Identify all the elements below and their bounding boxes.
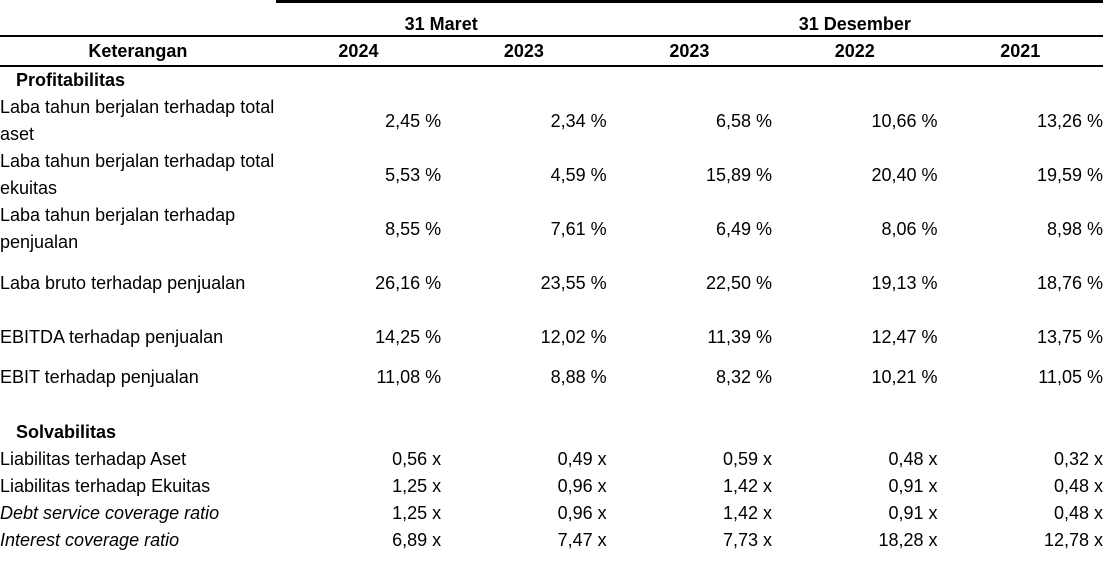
header-year-row: Keterangan 2024 2023 2023 2022 2021 bbox=[0, 35, 1103, 67]
table-row: EBITDA terhadap penjualan 14,25 % 12,02 … bbox=[0, 310, 1103, 364]
header-group-maret: 31 Maret bbox=[275, 0, 607, 36]
row-label: Laba tahun berjalan terhadap total aset bbox=[0, 97, 275, 144]
row-value: 11,08 % bbox=[376, 367, 442, 387]
row-value: 20,40 % bbox=[871, 164, 938, 185]
header-group-row: 31 Maret 31 Desember bbox=[0, 0, 1103, 36]
header-year: 2023 bbox=[606, 35, 773, 67]
header-year: 2024 bbox=[275, 35, 442, 67]
row-label: EBITDA terhadap penjualan bbox=[0, 326, 224, 347]
row-value: 0,91 x bbox=[888, 503, 938, 523]
row-value: 13,26 % bbox=[1036, 110, 1103, 131]
row-value: 0,59 x bbox=[723, 449, 773, 469]
table-row: Laba bruto terhadap penjualan 26,16 % 23… bbox=[0, 256, 1103, 310]
table-row: Liabilitas terhadap Aset 0,56 x 0,49 x 0… bbox=[0, 446, 1103, 473]
row-value: 0,48 x bbox=[888, 449, 938, 469]
row-value: 23,55 % bbox=[540, 272, 607, 293]
header-year: 2021 bbox=[937, 35, 1103, 67]
row-value: 12,78 x bbox=[1043, 530, 1103, 550]
row-label: Liabilitas terhadap Ekuitas bbox=[0, 476, 211, 496]
row-value: 8,06 % bbox=[881, 218, 938, 239]
row-value: 18,28 x bbox=[878, 530, 938, 550]
row-value: 0,96 x bbox=[557, 476, 607, 496]
row-value: 22,50 % bbox=[706, 272, 773, 293]
row-value: 19,13 % bbox=[871, 272, 938, 293]
header-year: 2022 bbox=[772, 35, 938, 67]
row-value: 0,56 x bbox=[392, 449, 442, 469]
row-value: 2,34 % bbox=[550, 110, 607, 131]
table-row: Liabilitas terhadap Ekuitas 1,25 x 0,96 … bbox=[0, 473, 1103, 500]
table-row: Laba tahun berjalan terhadap penjualan 8… bbox=[0, 202, 1103, 256]
row-value: 11,39 % bbox=[707, 326, 773, 347]
row-value: 7,73 x bbox=[723, 530, 773, 550]
row-value: 12,47 % bbox=[871, 326, 938, 347]
table-row: Laba tahun berjalan terhadap total aset … bbox=[0, 94, 1103, 148]
section-title: Solvabilitas bbox=[16, 422, 117, 442]
row-value: 1,42 x bbox=[723, 503, 773, 523]
row-value: 7,61 % bbox=[550, 218, 607, 239]
spacer-row bbox=[0, 391, 1103, 419]
row-value: 11,05 % bbox=[1038, 367, 1103, 387]
row-value: 0,49 x bbox=[557, 449, 607, 469]
row-value: 8,98 % bbox=[1046, 218, 1103, 239]
row-label: EBIT terhadap penjualan bbox=[0, 367, 199, 387]
row-value: 8,88 % bbox=[550, 367, 607, 387]
header-year: 2023 bbox=[441, 35, 607, 67]
row-value: 1,42 x bbox=[723, 476, 773, 496]
row-value: 1,25 x bbox=[392, 476, 442, 496]
row-value: 8,55 % bbox=[385, 218, 442, 239]
row-value: 14,25 % bbox=[375, 326, 442, 347]
section-heading-solvabilitas: Solvabilitas bbox=[0, 419, 1103, 446]
row-value: 1,25 x bbox=[392, 503, 442, 523]
header-keterangan: Keterangan bbox=[0, 35, 276, 67]
row-value: 6,49 % bbox=[716, 218, 773, 239]
row-value: 4,59 % bbox=[550, 164, 607, 185]
row-label: Laba tahun berjalan terhadap penjualan bbox=[0, 205, 236, 252]
table-row: Debt service coverage ratio 1,25 x 0,96 … bbox=[0, 500, 1103, 527]
row-value: 6,58 % bbox=[716, 110, 773, 131]
header-group-desember: 31 Desember bbox=[606, 0, 1103, 36]
row-label: Liabilitas terhadap Aset bbox=[0, 449, 187, 469]
row-label: Debt service coverage ratio bbox=[0, 503, 220, 523]
section-heading-profitabilitas: Profitabilitas bbox=[0, 66, 1103, 94]
row-value: 15,89 % bbox=[706, 164, 773, 185]
row-value: 26,16 % bbox=[375, 272, 442, 293]
row-value: 13,75 % bbox=[1036, 326, 1103, 347]
row-value: 8,32 % bbox=[716, 367, 773, 387]
row-value: 7,47 x bbox=[557, 530, 607, 550]
row-value: 19,59 % bbox=[1036, 164, 1103, 185]
row-value: 0,96 x bbox=[557, 503, 607, 523]
table-row: Interest coverage ratio 6,89 x 7,47 x 7,… bbox=[0, 527, 1103, 554]
table-row: EBIT terhadap penjualan 11,08 % 8,88 % 8… bbox=[0, 364, 1103, 391]
row-value: 5,53 % bbox=[385, 164, 442, 185]
row-value: 2,45 % bbox=[385, 110, 442, 131]
row-label: Interest coverage ratio bbox=[0, 530, 180, 550]
section-title: Profitabilitas bbox=[16, 70, 126, 90]
row-value: 0,48 x bbox=[1053, 503, 1103, 523]
row-label: Laba tahun berjalan terhadap total ekuit… bbox=[0, 151, 275, 198]
row-value: 18,76 % bbox=[1036, 272, 1103, 293]
row-value: 10,66 % bbox=[871, 110, 938, 131]
row-value: 0,32 x bbox=[1053, 449, 1103, 469]
row-value: 10,21 % bbox=[871, 367, 938, 387]
row-value: 6,89 x bbox=[392, 530, 442, 550]
row-value: 0,91 x bbox=[888, 476, 938, 496]
table-row: Laba tahun berjalan terhadap total ekuit… bbox=[0, 148, 1103, 202]
row-label: Laba bruto terhadap penjualan bbox=[0, 272, 246, 293]
row-value: 12,02 % bbox=[540, 326, 607, 347]
row-value: 0,48 x bbox=[1053, 476, 1103, 496]
